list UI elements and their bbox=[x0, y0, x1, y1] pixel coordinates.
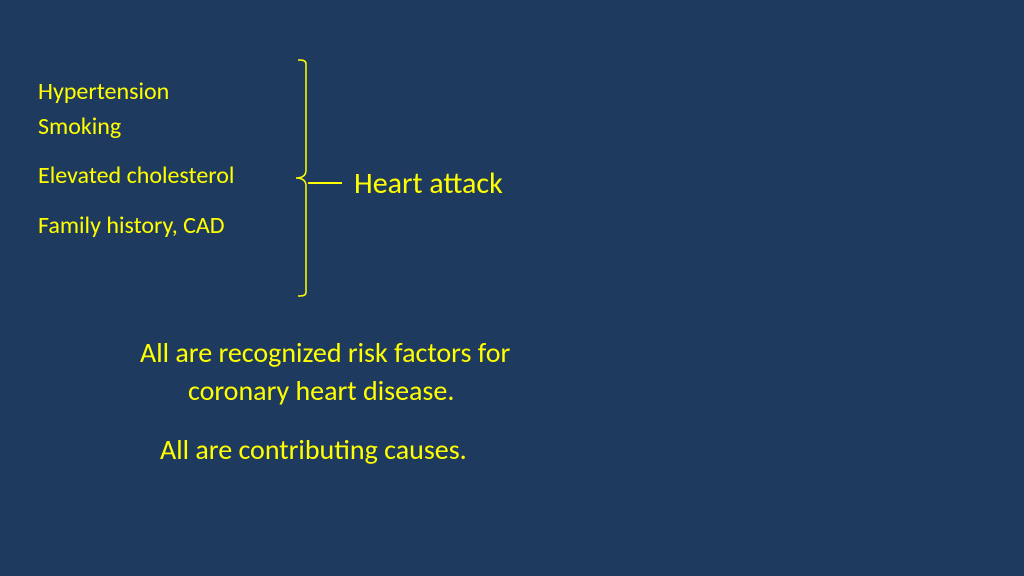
risk-factors-list: Hypertension Smoking Elevated cholestero… bbox=[38, 78, 234, 241]
caption-secondary: All are contributing causes. bbox=[160, 432, 467, 467]
caption-line: All are recognized risk factors for bbox=[140, 334, 510, 372]
risk-factor-item: Smoking bbox=[38, 113, 234, 142]
risk-factor-item: Hypertension bbox=[38, 78, 234, 107]
outcome-label: Heart attack bbox=[354, 165, 503, 202]
curly-brace-icon bbox=[294, 58, 324, 298]
caption-primary: All are recognized risk factors for coro… bbox=[140, 334, 510, 410]
risk-factor-item: Family history, CAD bbox=[38, 212, 234, 241]
connector-line bbox=[308, 182, 342, 184]
caption-line: coronary heart disease. bbox=[140, 372, 510, 410]
risk-factor-item: Elevated cholesterol bbox=[38, 162, 234, 191]
